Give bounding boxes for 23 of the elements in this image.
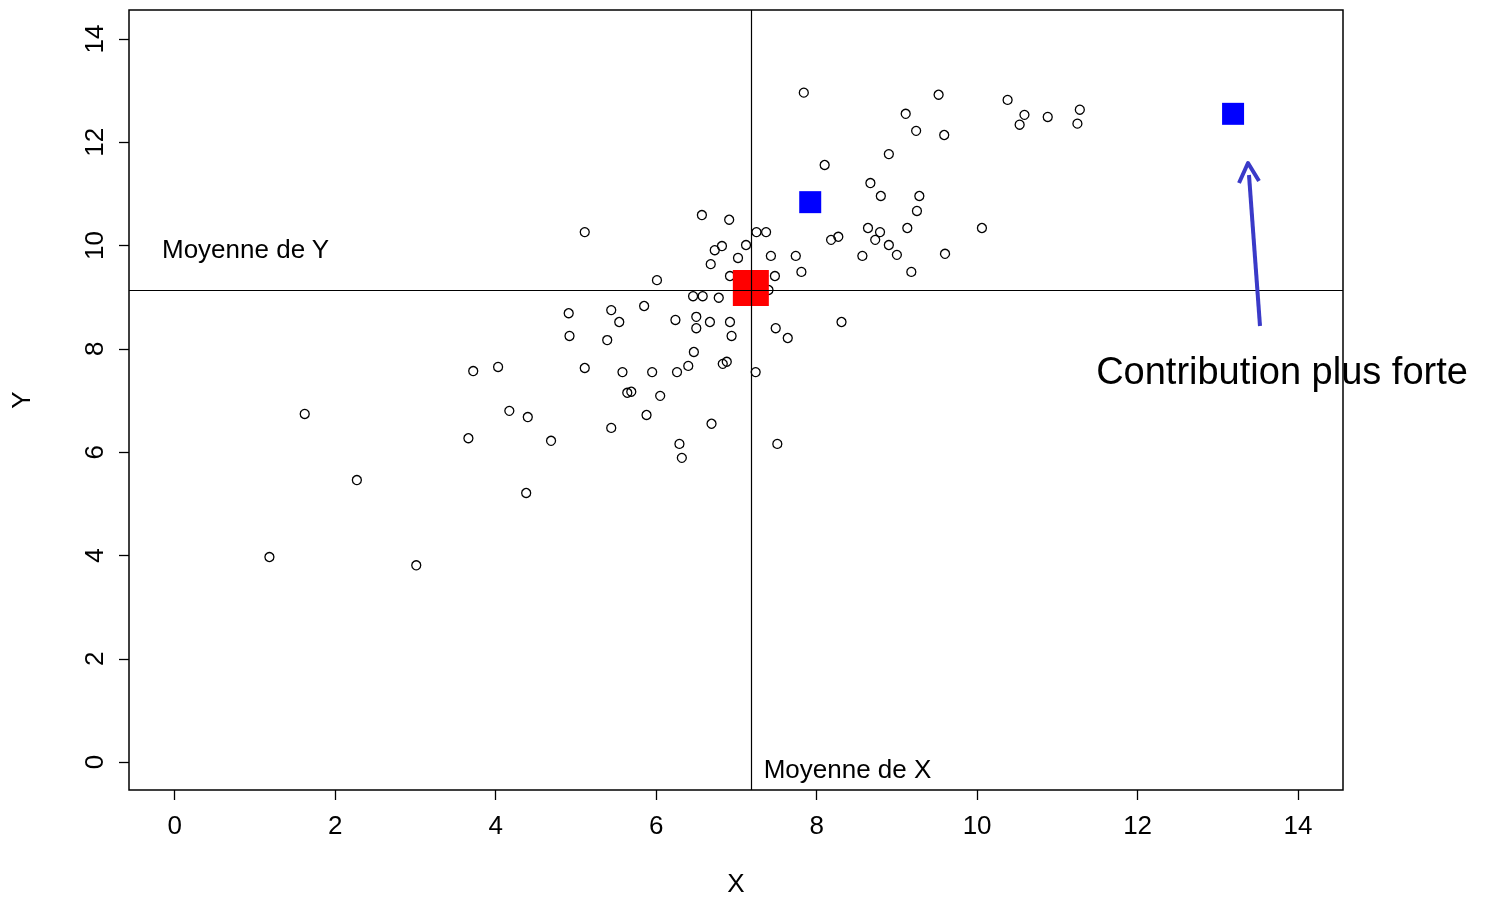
x-axis-title: X [727,868,745,898]
point [1222,102,1245,125]
x-tick-label: 14 [1283,810,1313,840]
ref-line-label: Moyenne de Y [162,233,330,264]
point [732,269,769,306]
x-tick-label: 0 [167,810,182,840]
x-tick-label: 4 [488,810,503,840]
y-axis-title: Y [6,391,36,409]
ref-line-label: Moyenne de X [763,754,932,784]
x-tick-label: 2 [327,810,343,840]
point [799,191,822,214]
x-tick-label: 12 [1123,810,1153,840]
y-tick-label: 0 [79,754,109,770]
y-tick-label: 6 [79,444,109,460]
y-tick-label: 2 [79,651,109,667]
x-tick-label: 8 [809,810,824,840]
y-tick-label: 4 [79,548,109,563]
y-tick-label: 10 [79,231,109,261]
y-tick-label: 8 [79,341,109,357]
y-tick-label: 12 [79,127,109,157]
x-tick-label: 10 [962,810,992,840]
y-tick-label: 14 [79,24,109,54]
x-tick-label: 6 [648,810,664,840]
